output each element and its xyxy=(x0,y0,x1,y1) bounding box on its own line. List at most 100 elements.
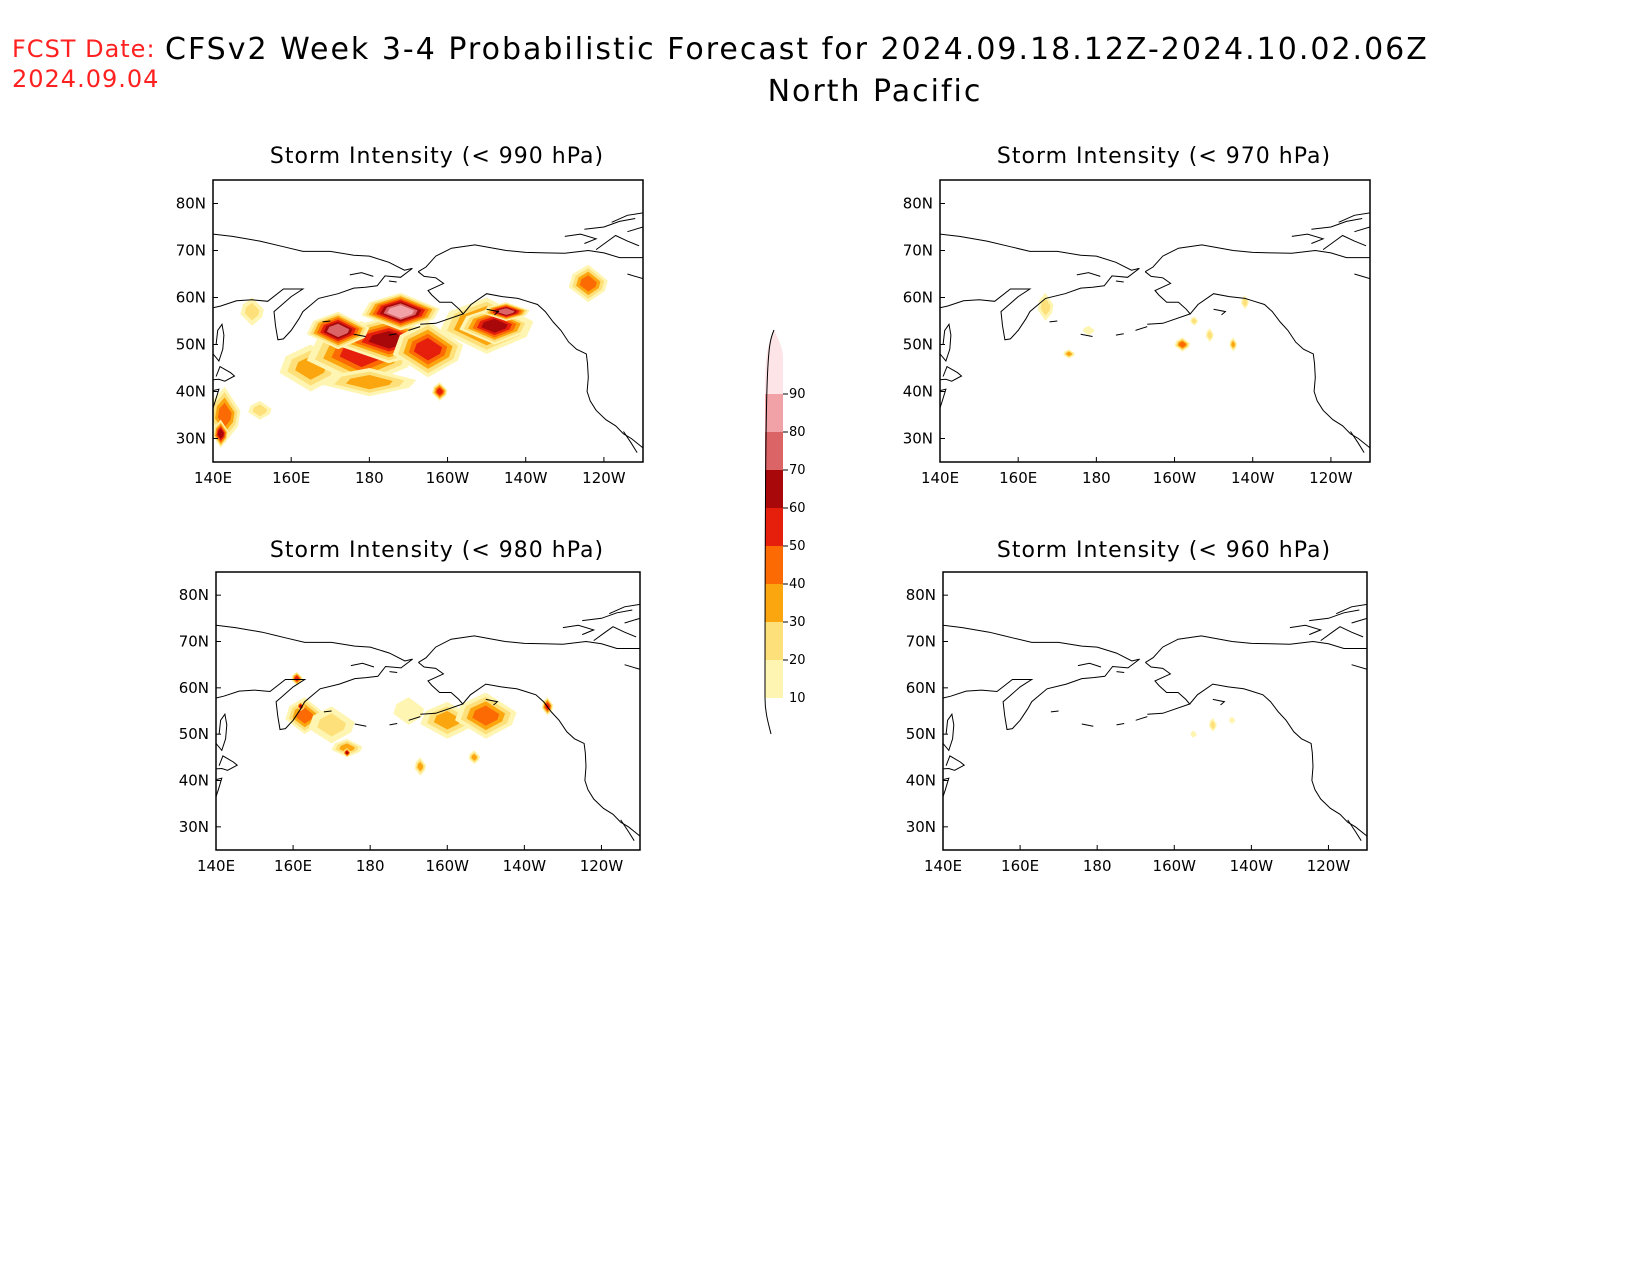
coastline-p980-0 xyxy=(216,624,413,731)
coastline-p980-1 xyxy=(216,712,228,752)
coastline-p990-5 xyxy=(417,271,465,325)
coastline-p960-12 xyxy=(1351,664,1367,670)
x-tick-label-p990-5: 120W xyxy=(582,469,626,487)
colorbar-swatch-8 xyxy=(765,660,783,698)
map-frame-p960 xyxy=(942,571,1368,851)
y-tick-label-p960-5: 30N xyxy=(906,818,936,836)
coastline-p980-12 xyxy=(624,664,640,670)
x-tick-label-p990-2: 180 xyxy=(355,469,384,487)
page-title: CFSv2 Week 3-4 Probabilistic Forecast fo… xyxy=(165,30,1585,112)
coastline-p990-15 xyxy=(408,326,421,331)
map-frame-p990 xyxy=(212,179,644,463)
map-frame-p980 xyxy=(215,571,641,851)
y-tick-label-p970-3: 50N xyxy=(903,336,933,354)
x-tick-label-p990-0: 140E xyxy=(194,469,232,487)
coastline-p990-0 xyxy=(213,233,413,341)
prob-contour-p990-3-1 xyxy=(252,404,268,417)
prob-contour-p970-4-1 xyxy=(1191,318,1197,324)
prob-contour-p990-14-3 xyxy=(579,275,597,292)
coastline-p960-10 xyxy=(1320,626,1364,642)
coastline-p970-0 xyxy=(940,233,1140,341)
coastline-p960-6 xyxy=(1189,683,1367,837)
y-tick-label-p990-0: 80N xyxy=(176,195,206,213)
coastline-p990-11 xyxy=(564,233,598,244)
x-tick-label-p970-3: 160W xyxy=(1153,469,1197,487)
colorbar-legend: 90 80 70 60 50 40 30 20 10 xyxy=(764,329,806,735)
coastline-p960-11 xyxy=(1289,624,1323,636)
map-frame-p970 xyxy=(939,179,1371,463)
y-tick-label-p970-2: 60N xyxy=(903,289,933,307)
y-tick-label-p960-0: 80N xyxy=(906,586,936,604)
coastline-p980-3 xyxy=(216,777,223,797)
colorbar-label-8: 10 xyxy=(789,691,806,706)
prob-contour-p990-13-4 xyxy=(436,387,443,396)
colorbar-swatch-2 xyxy=(765,432,783,470)
panel-title-970: Storm Intensity (< 970 hPa) xyxy=(996,144,1332,169)
colorbar-swatch-3 xyxy=(765,470,783,508)
x-tick-label-p980-1: 160E xyxy=(274,857,312,875)
prob-contour-p980-10-2 xyxy=(471,753,478,761)
prob-contour-p980-8-3 xyxy=(472,705,500,726)
coastline-p970-1 xyxy=(940,323,952,363)
panel-title-990: Storm Intensity (< 990 hPa) xyxy=(269,144,605,169)
colorbar-swatch-6 xyxy=(765,584,783,622)
coastline-p980-2 xyxy=(216,755,239,771)
y-tick-label-p990-4: 40N xyxy=(176,383,206,401)
x-tick-label-p970-1: 160E xyxy=(999,469,1037,487)
x-tick-label-p960-4: 140W xyxy=(1230,857,1274,875)
y-tick-label-p980-1: 70N xyxy=(179,633,209,651)
prob-contour-p970-7-1 xyxy=(1242,297,1248,307)
coastline-p990-16 xyxy=(349,272,374,277)
y-tick-label-p990-2: 60N xyxy=(176,289,206,307)
title-line-2: North Pacific xyxy=(767,74,983,109)
x-tick-label-p970-4: 140W xyxy=(1231,469,1275,487)
coastline-p990-3 xyxy=(213,388,220,409)
x-tick-label-p990-4: 140W xyxy=(504,469,548,487)
coastline-p960-7 xyxy=(1347,819,1362,841)
forecast-date: FCST Date: 2024.09.04 xyxy=(12,34,159,94)
coastline-p970-12 xyxy=(1354,273,1370,280)
coastline-p980-17 xyxy=(323,710,332,713)
prob-contour-p970-6-2 xyxy=(1231,341,1236,348)
prob-contour-p960-2-0 xyxy=(1229,716,1236,724)
coastline-p990-2 xyxy=(213,365,236,382)
coastline-p970-9 xyxy=(1311,218,1363,230)
coastline-p960-4 xyxy=(1145,635,1367,663)
prob-contour-p980-3-1 xyxy=(317,713,347,737)
coastline-p970-3 xyxy=(940,388,947,409)
y-tick-label-p980-3: 50N xyxy=(179,725,209,743)
coastline-p960-15 xyxy=(1135,716,1148,721)
y-tick-label-p960-2: 60N xyxy=(906,679,936,697)
coastline-p980-15 xyxy=(408,716,421,721)
coastline-p990-12 xyxy=(627,273,643,280)
coastline-p960-13 xyxy=(1081,723,1094,727)
x-tick-label-p960-3: 160W xyxy=(1153,857,1197,875)
prob-contour-p990-8-7 xyxy=(387,305,415,319)
y-tick-label-p980-2: 60N xyxy=(179,679,209,697)
coastline-p990-19 xyxy=(388,280,397,283)
prob-contour-p980-6-0 xyxy=(393,697,425,725)
y-tick-label-p980-0: 80N xyxy=(179,586,209,604)
prob-contour-p970-5-1 xyxy=(1207,330,1213,340)
coastline-p980-11 xyxy=(562,624,596,636)
coastline-p960-18 xyxy=(1212,698,1226,706)
prob-contour-p990-2-5 xyxy=(217,428,224,440)
coastline-p990-10 xyxy=(595,234,640,251)
coastline-p980-13 xyxy=(354,723,367,727)
prob-contour-p980-4-2 xyxy=(339,743,355,753)
x-tick-label-p990-1: 160E xyxy=(272,469,310,487)
colorbar-label-6: 30 xyxy=(789,615,806,630)
x-tick-label-p990-3: 160W xyxy=(426,469,470,487)
colorbar-label-5: 40 xyxy=(789,577,806,592)
coastline-p970-11 xyxy=(1291,233,1325,244)
x-tick-label-p980-5: 120W xyxy=(580,857,624,875)
coastline-p980-8 xyxy=(608,603,640,624)
colorbar-outline xyxy=(764,329,775,735)
coastline-p990-17 xyxy=(322,320,331,323)
x-tick-label-p980-0: 140E xyxy=(197,857,235,875)
prob-contour-p990-7-6 xyxy=(326,323,350,338)
coastline-p980-14 xyxy=(389,723,398,726)
coastline-p960-2 xyxy=(943,755,966,771)
coastline-p990-13 xyxy=(353,333,366,337)
colorbar-swatch-1 xyxy=(765,394,783,432)
